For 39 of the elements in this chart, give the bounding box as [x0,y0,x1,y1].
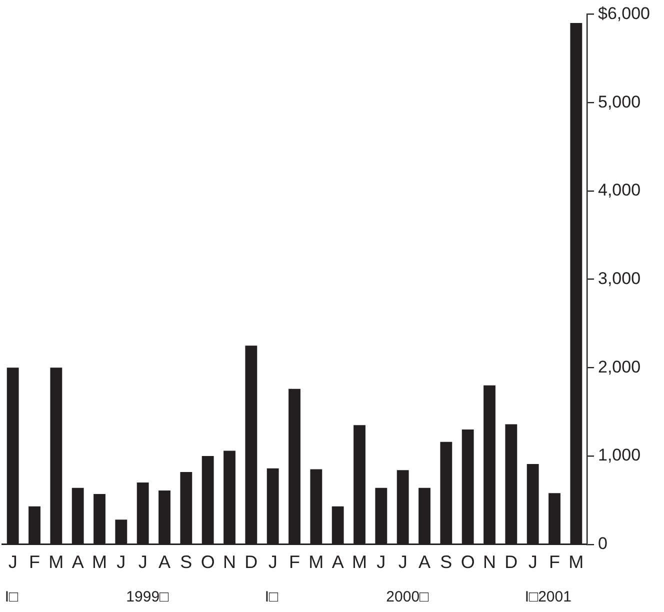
x-tick-label: M [48,552,64,572]
y-tick-label: 3,000 [598,268,641,288]
x-tick-label: A [418,552,431,572]
x-tick-label: M [92,552,107,572]
y-tick-label: 5,000 [598,92,641,112]
x-tick-label: F [29,552,40,572]
x-tick-label: J [528,552,538,572]
text: I□ [264,588,280,606]
x-tick-label: N [483,552,496,572]
x-tick-label: D [244,552,258,572]
x-tick-label: J [398,552,408,572]
x-tick-label: F [549,552,560,572]
x-tick-label: A [72,552,84,572]
text: 2000□ [386,588,430,606]
x-tick-label: D [504,552,518,572]
x-tick-label: J [268,552,278,572]
x-tick-label: M [352,552,367,572]
x-tick-label: J [138,552,148,572]
x-tick-label: S [440,552,452,572]
x-tick-label: A [332,552,344,572]
text: I□ [4,588,19,606]
y-tick-label: 0 [598,534,608,554]
x-tick-label: O [460,552,475,572]
y-tick-label: $6,000 [598,4,650,23]
y-tick-label: 2,000 [598,357,641,376]
x-tick-label: M [568,552,584,572]
text: I□2001 [524,588,572,606]
y-tick-label: 1,000 [598,446,641,465]
x-tick-label: J [116,552,126,572]
y-tick-label: 4,000 [598,180,641,200]
x-tick-label: J [376,552,386,572]
text: 1999□ [126,588,170,606]
x-tick-label: F [289,552,300,572]
x-tick-label: S [180,552,192,572]
x-tick-label: J [8,552,18,572]
x-tick-label: M [308,552,324,572]
x-tick-label: N [223,552,236,572]
x-tick-label: O [200,552,215,572]
x-tick-label: A [158,552,171,572]
